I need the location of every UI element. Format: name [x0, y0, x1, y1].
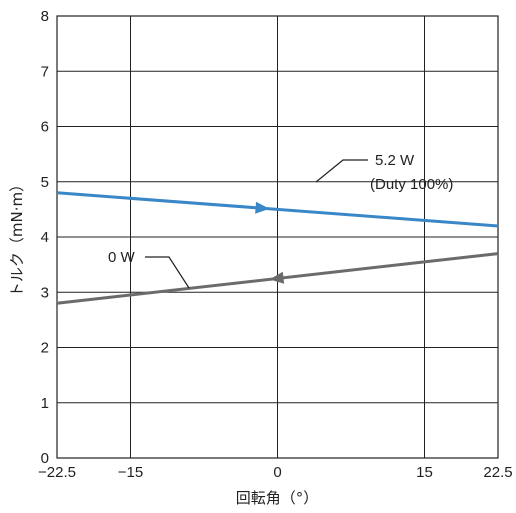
- x-axis-label: 回転角（°）: [236, 489, 319, 507]
- series-label-0w: 0 W: [108, 249, 136, 266]
- label-leader-0w: [145, 256, 190, 289]
- y-tick-label: 6: [41, 119, 49, 136]
- y-tick-label: 8: [41, 8, 49, 25]
- x-tick-label: −22.5: [38, 464, 76, 481]
- x-tick-labels: −22.5 −15 0 15 22.5: [38, 464, 513, 481]
- series-label-5-2w: 5.2 W: [375, 152, 415, 169]
- y-tick-label: 3: [41, 284, 49, 301]
- y-tick-label: 4: [41, 229, 49, 246]
- label-leader-5-2w: [315, 159, 368, 183]
- series-lines: [56, 191, 499, 305]
- direction-arrow: [269, 271, 285, 284]
- series-note-duty: (Duty 100%): [370, 176, 453, 193]
- y-tick-label: 2: [41, 340, 49, 357]
- y-axis-label: トルク（mN·m）: [8, 177, 26, 297]
- y-tick-label: 7: [41, 63, 49, 80]
- y-tick-labels: 0 1 2 3 4 5 6 7 8: [41, 8, 49, 467]
- y-tick-label: 1: [41, 395, 49, 412]
- series-line: [56, 191, 499, 228]
- x-tick-label: 22.5: [483, 464, 512, 481]
- y-tick-label: 5: [41, 174, 49, 191]
- x-tick-label: −15: [118, 464, 143, 481]
- x-tick-label: 0: [273, 464, 281, 481]
- grid: [57, 16, 498, 458]
- y-tick-label: 0: [41, 450, 49, 467]
- x-tick-label: 15: [416, 464, 433, 481]
- direction-arrow: [255, 201, 270, 214]
